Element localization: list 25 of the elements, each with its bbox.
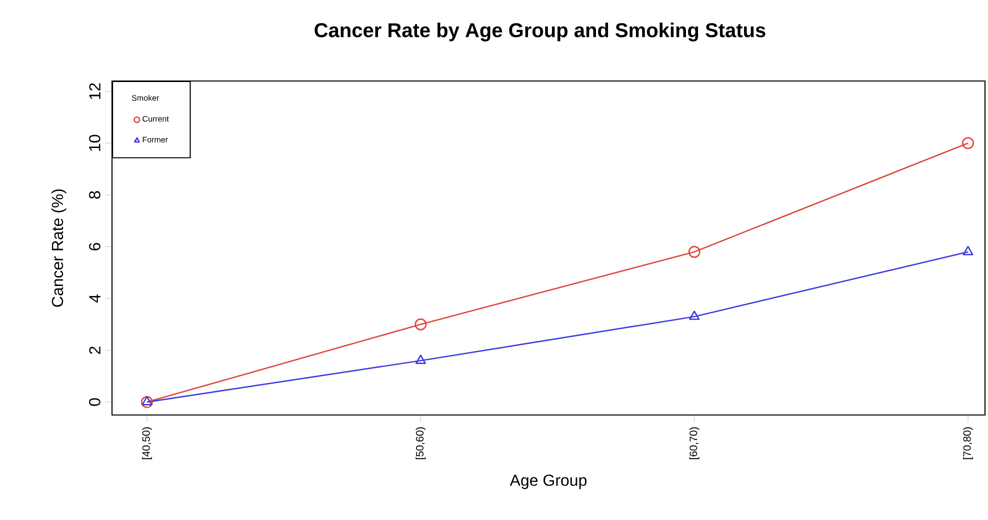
y-tick-label: 0 bbox=[89, 398, 100, 406]
x-tick-label: [40,50) bbox=[142, 427, 152, 460]
y-tick-label: 6 bbox=[89, 242, 100, 250]
point bbox=[141, 396, 154, 408]
x-tick-label: [70,80) bbox=[963, 427, 973, 460]
x-tick-label: [60,70) bbox=[689, 427, 700, 460]
point bbox=[415, 354, 426, 364]
x-axis-title: Age Group bbox=[510, 474, 586, 490]
legend-title: Smoker bbox=[132, 94, 159, 101]
legend-label: Former bbox=[142, 136, 168, 142]
point bbox=[414, 318, 427, 330]
legend-label: Current bbox=[142, 116, 169, 122]
point bbox=[962, 137, 974, 150]
y-tick-label: 12 bbox=[89, 83, 100, 100]
point bbox=[142, 396, 152, 406]
y-axis-title: Cancer Rate (%) bbox=[51, 189, 66, 307]
y-tick-label: 10 bbox=[89, 134, 100, 151]
point bbox=[689, 310, 700, 320]
point bbox=[688, 246, 700, 258]
chart-title: Cancer Rate by Age Group and Smoking Status bbox=[314, 22, 766, 42]
point bbox=[962, 246, 974, 256]
x-tick-label: [50,60) bbox=[416, 427, 426, 460]
y-tick-label: 2 bbox=[89, 346, 100, 354]
y-tick-label: 8 bbox=[89, 191, 100, 199]
y-tick-label: 4 bbox=[89, 294, 100, 303]
